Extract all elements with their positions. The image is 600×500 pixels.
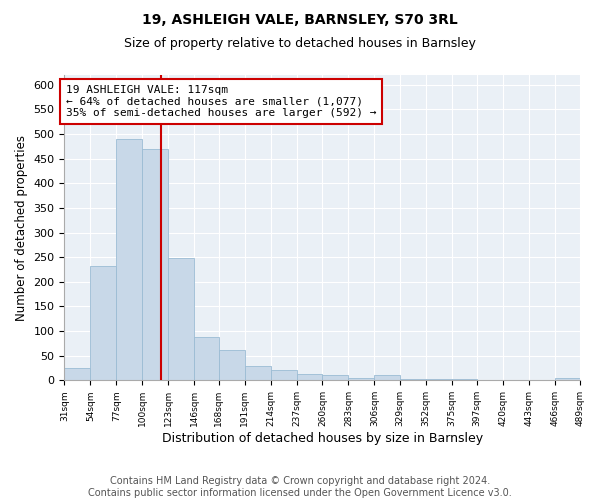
Bar	[64, 368, 91, 380]
Bar	[400, 379, 426, 380]
Bar	[168, 258, 194, 380]
Bar	[91, 266, 116, 380]
Text: Size of property relative to detached houses in Barnsley: Size of property relative to detached ho…	[124, 38, 476, 51]
Bar	[116, 139, 142, 380]
Bar	[142, 149, 168, 380]
Bar	[426, 379, 452, 380]
X-axis label: Distribution of detached houses by size in Barnsley: Distribution of detached houses by size …	[162, 432, 483, 445]
Text: 19, ASHLEIGH VALE, BARNSLEY, S70 3RL: 19, ASHLEIGH VALE, BARNSLEY, S70 3RL	[142, 12, 458, 26]
Y-axis label: Number of detached properties: Number of detached properties	[15, 134, 28, 320]
Bar	[271, 370, 296, 380]
Bar	[194, 337, 219, 380]
Bar	[349, 378, 374, 380]
Bar	[374, 376, 400, 380]
Text: Contains HM Land Registry data © Crown copyright and database right 2024.
Contai: Contains HM Land Registry data © Crown c…	[88, 476, 512, 498]
Bar	[296, 374, 322, 380]
Bar	[219, 350, 245, 380]
Bar	[554, 378, 580, 380]
Text: 19 ASHLEIGH VALE: 117sqm
← 64% of detached houses are smaller (1,077)
35% of sem: 19 ASHLEIGH VALE: 117sqm ← 64% of detach…	[65, 85, 376, 118]
Bar	[322, 376, 349, 380]
Bar	[245, 366, 271, 380]
